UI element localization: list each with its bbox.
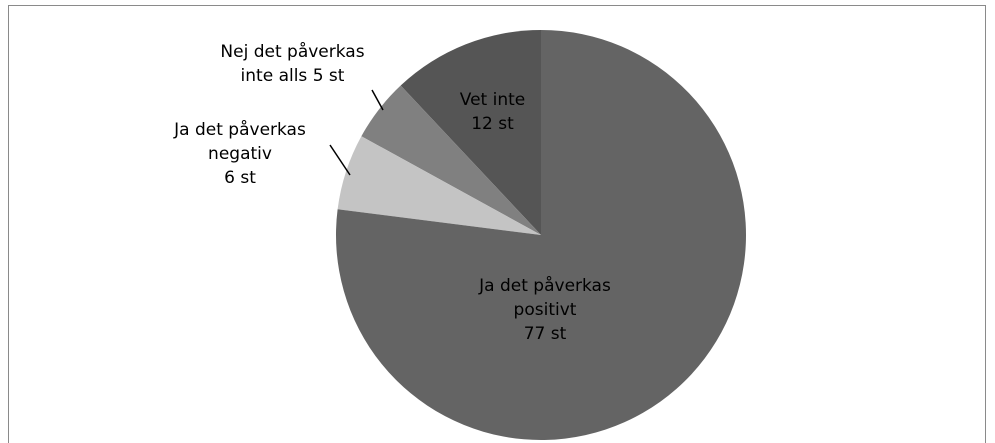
data-label: Nej det påverkas inte alls 5 st [205,40,380,88]
pie-slice [337,136,541,235]
pie-slice [400,30,541,235]
data-label: Ja det påverkas negativ 6 st [150,118,330,190]
value-label: 6 st [224,168,256,188]
chart-frame [8,5,986,443]
category-label: Nej det påverkas inte alls [220,42,365,86]
data-label: Vet inte 12 st [430,88,555,136]
category-label: Ja det påverkas positivt [479,276,611,320]
pie-slice [361,85,541,235]
data-label: Ja det påverkas positivt 77 st [455,274,635,346]
value-label: 77 st [523,324,567,344]
category-label: Ja det påverkas negativ [174,120,306,164]
value-label: 12 st [471,114,514,134]
category-label: Vet inte [459,90,526,110]
leader-line [329,144,351,176]
pie-slice [335,30,747,440]
leader-line [371,89,384,111]
value-label: 5 st [312,66,345,86]
